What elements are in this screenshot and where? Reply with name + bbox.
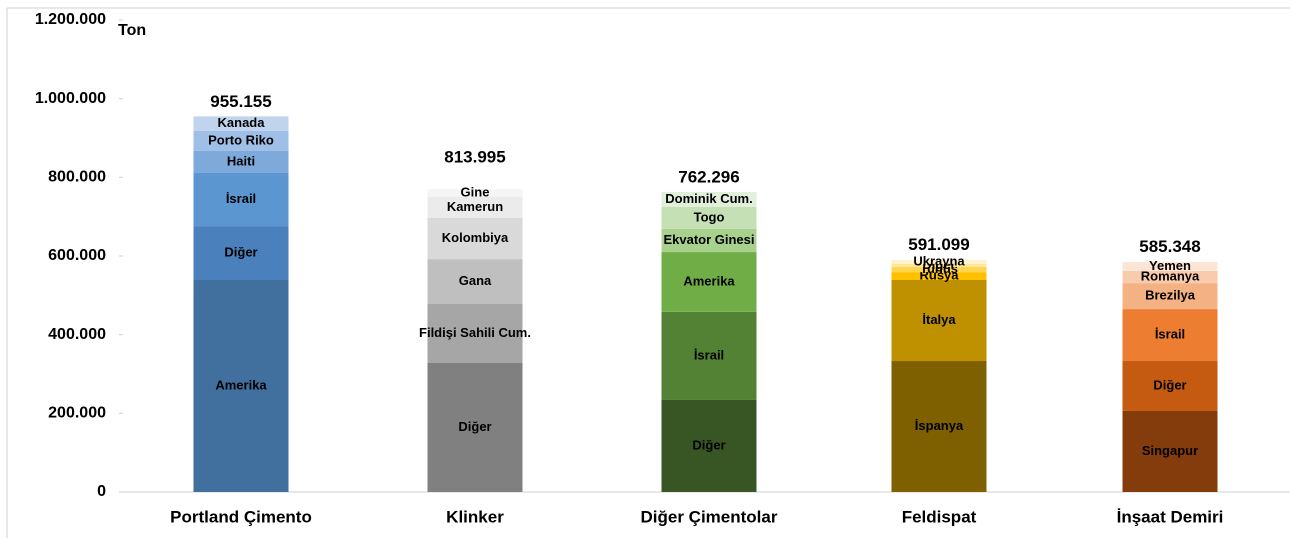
bar-segment xyxy=(661,228,757,253)
segment-label: Porto Riko xyxy=(208,132,274,147)
bar-segment xyxy=(1122,261,1218,271)
y-tick-label: 400.000 xyxy=(48,326,106,343)
segment-label: İsrail xyxy=(226,191,256,206)
segment-label: Kolombiya xyxy=(442,230,509,245)
segment-label: Diğer xyxy=(1153,377,1186,392)
segment-label: Fildişi Sahili Cum. xyxy=(419,325,531,340)
y-tick-label: 1.000.000 xyxy=(35,90,106,107)
bar-segment xyxy=(193,130,289,151)
bar-segment xyxy=(661,399,757,492)
segment-label: Kanada xyxy=(218,115,266,130)
bar-segment xyxy=(193,173,289,227)
bar-segment xyxy=(891,259,987,264)
bar-segment xyxy=(193,116,289,131)
segment-label: Diğer xyxy=(458,419,491,434)
x-tick-label: Feldispat xyxy=(902,507,977,526)
y-tick-label: 200.000 xyxy=(48,405,106,422)
segment-label: Dominik Cum. xyxy=(665,191,752,206)
bar-segment xyxy=(1122,283,1218,310)
bar-segment xyxy=(891,263,987,268)
total-label: 955.155 xyxy=(210,92,271,111)
segment-label: Singapur xyxy=(1142,443,1198,458)
bar-segment xyxy=(891,272,987,280)
segment-label: Kamerun xyxy=(447,199,503,214)
x-tick-label: Klinker xyxy=(446,507,504,526)
x-tick-label: İnşaat Demiri xyxy=(1117,507,1224,526)
bar-segment xyxy=(193,150,289,174)
segment-label: İsrail xyxy=(1155,326,1185,341)
bar-segment xyxy=(427,217,523,260)
bar-segment xyxy=(661,311,757,400)
y-tick-label: 0 xyxy=(97,483,106,500)
bar-segment xyxy=(661,206,757,229)
segment-label: İspanya xyxy=(915,418,964,433)
segment-label: Diğer xyxy=(692,437,725,452)
bar-segment xyxy=(1122,410,1218,492)
segment-label: Ekvator Ginesi xyxy=(663,232,754,247)
bar-segment xyxy=(193,279,289,492)
bar-segment xyxy=(1122,309,1218,362)
bar-segment xyxy=(427,303,523,363)
x-tick-label: Portland Çimento xyxy=(170,507,312,526)
segment-label: Amerika xyxy=(683,273,735,288)
segment-label: İsrail xyxy=(694,347,724,362)
segment-label: Brezilya xyxy=(1145,288,1196,303)
bar-segment xyxy=(891,267,987,273)
y-tick-label: 600.000 xyxy=(48,247,106,264)
y-axis-label: Ton xyxy=(118,22,146,39)
bar-segment xyxy=(891,279,987,362)
segment-label: Ukrayna xyxy=(913,253,965,268)
x-tick-label: Diğer Çimentolar xyxy=(641,507,778,526)
total-label: 591.099 xyxy=(908,235,969,254)
segment-label: Togo xyxy=(694,209,725,224)
bar-segment xyxy=(427,197,523,218)
bar-segment xyxy=(427,189,523,197)
bar-segment xyxy=(1122,361,1218,411)
segment-label: Gana xyxy=(459,273,492,288)
bar-segment xyxy=(661,252,757,312)
segment-label: Diğer xyxy=(224,244,257,259)
bar-segment xyxy=(661,191,757,207)
segment-label: Amerika xyxy=(215,377,267,392)
total-label: 813.995 xyxy=(444,147,505,166)
bar-segment xyxy=(427,259,523,304)
segment-label: Haiti xyxy=(227,153,255,168)
bar-segment xyxy=(427,362,523,492)
bar-segment xyxy=(891,361,987,492)
bar-segment xyxy=(193,226,289,280)
y-tick-label: 1.200.000 xyxy=(35,11,106,28)
y-tick-label: 800.000 xyxy=(48,169,106,186)
bar-segment xyxy=(1122,270,1218,284)
segment-label: Gine xyxy=(461,185,490,200)
total-label: 762.296 xyxy=(678,168,739,187)
segment-label: Romanya xyxy=(1141,268,1200,283)
total-label: 585.348 xyxy=(1139,237,1200,256)
segment-label: Yemen xyxy=(1149,258,1191,273)
segment-label: İtalya xyxy=(922,312,956,327)
